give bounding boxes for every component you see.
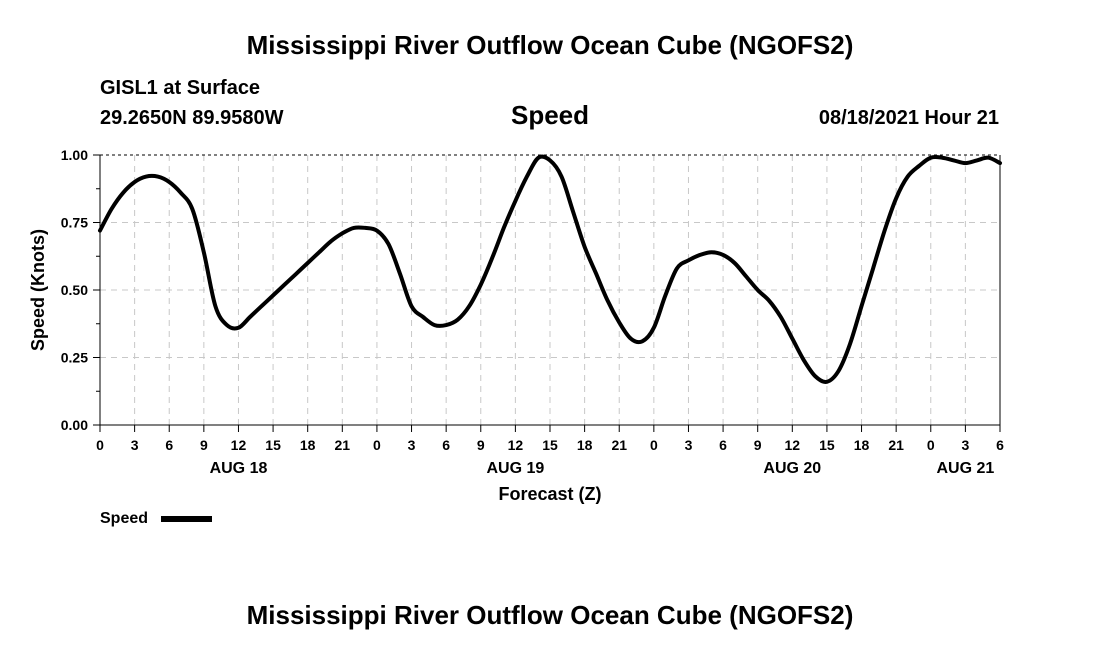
- x-tick-label: 3: [685, 437, 693, 453]
- x-tick-label: 21: [335, 437, 351, 453]
- x-tick-label: 18: [577, 437, 593, 453]
- legend-line-swatch: [161, 516, 212, 522]
- x-tick-label: 18: [300, 437, 316, 453]
- station-name: GISL1 at Surface: [100, 77, 261, 99]
- x-tick-label: 12: [508, 437, 524, 453]
- x-tick-label: 12: [785, 437, 801, 453]
- y-tick-label: 1.00: [61, 147, 88, 163]
- x-tick-label: 9: [754, 437, 762, 453]
- x-tick-label: 12: [231, 437, 247, 453]
- station-coords: 29.2650N 89.9580W: [100, 107, 284, 129]
- x-tick-label: 6: [719, 437, 727, 453]
- x-tick-label: 6: [996, 437, 1004, 453]
- x-tick-label: 9: [477, 437, 485, 453]
- date-label: AUG 20: [763, 460, 821, 477]
- y-tick-label: 0.75: [61, 215, 88, 231]
- x-tick-label: 15: [542, 437, 558, 453]
- x-tick-label: 6: [442, 437, 450, 453]
- x-tick-label: 15: [819, 437, 835, 453]
- series-line-speed: [98, 154, 1002, 384]
- x-tick-label: 0: [927, 437, 935, 453]
- y-tick-label: 0.25: [61, 350, 88, 366]
- x-tick-label: 3: [961, 437, 969, 453]
- x-tick-label: 21: [611, 437, 627, 453]
- y-axis-label: Speed (Knots): [28, 229, 48, 351]
- x-tick-label: 9: [200, 437, 208, 453]
- x-tick-label: 0: [373, 437, 381, 453]
- x-tick-label: 6: [165, 437, 173, 453]
- y-tick-label: 0.00: [61, 417, 88, 433]
- footer-title: Mississippi River Outflow Ocean Cube (NG…: [246, 600, 854, 630]
- x-tick-label: 18: [854, 437, 870, 453]
- forecast-timestamp: 08/18/2021 Hour 21: [818, 107, 999, 129]
- x-tick-label: 3: [408, 437, 416, 453]
- x-tick-label: 0: [650, 437, 658, 453]
- date-label: AUG 19: [486, 460, 544, 477]
- x-tick-label: 3: [131, 437, 139, 453]
- date-label: AUG 18: [210, 460, 268, 477]
- x-tick-label: 0: [96, 437, 104, 453]
- x-tick-label: 15: [265, 437, 281, 453]
- page-title: Mississippi River Outflow Ocean Cube (NG…: [246, 30, 854, 60]
- x-tick-label: 21: [888, 437, 904, 453]
- x-axis-label: Forecast (Z): [498, 484, 601, 504]
- date-label: AUG 21: [936, 460, 994, 477]
- legend-label: Speed: [100, 510, 149, 527]
- y-tick-label: 0.50: [61, 282, 88, 298]
- chart-title: Speed: [510, 100, 590, 130]
